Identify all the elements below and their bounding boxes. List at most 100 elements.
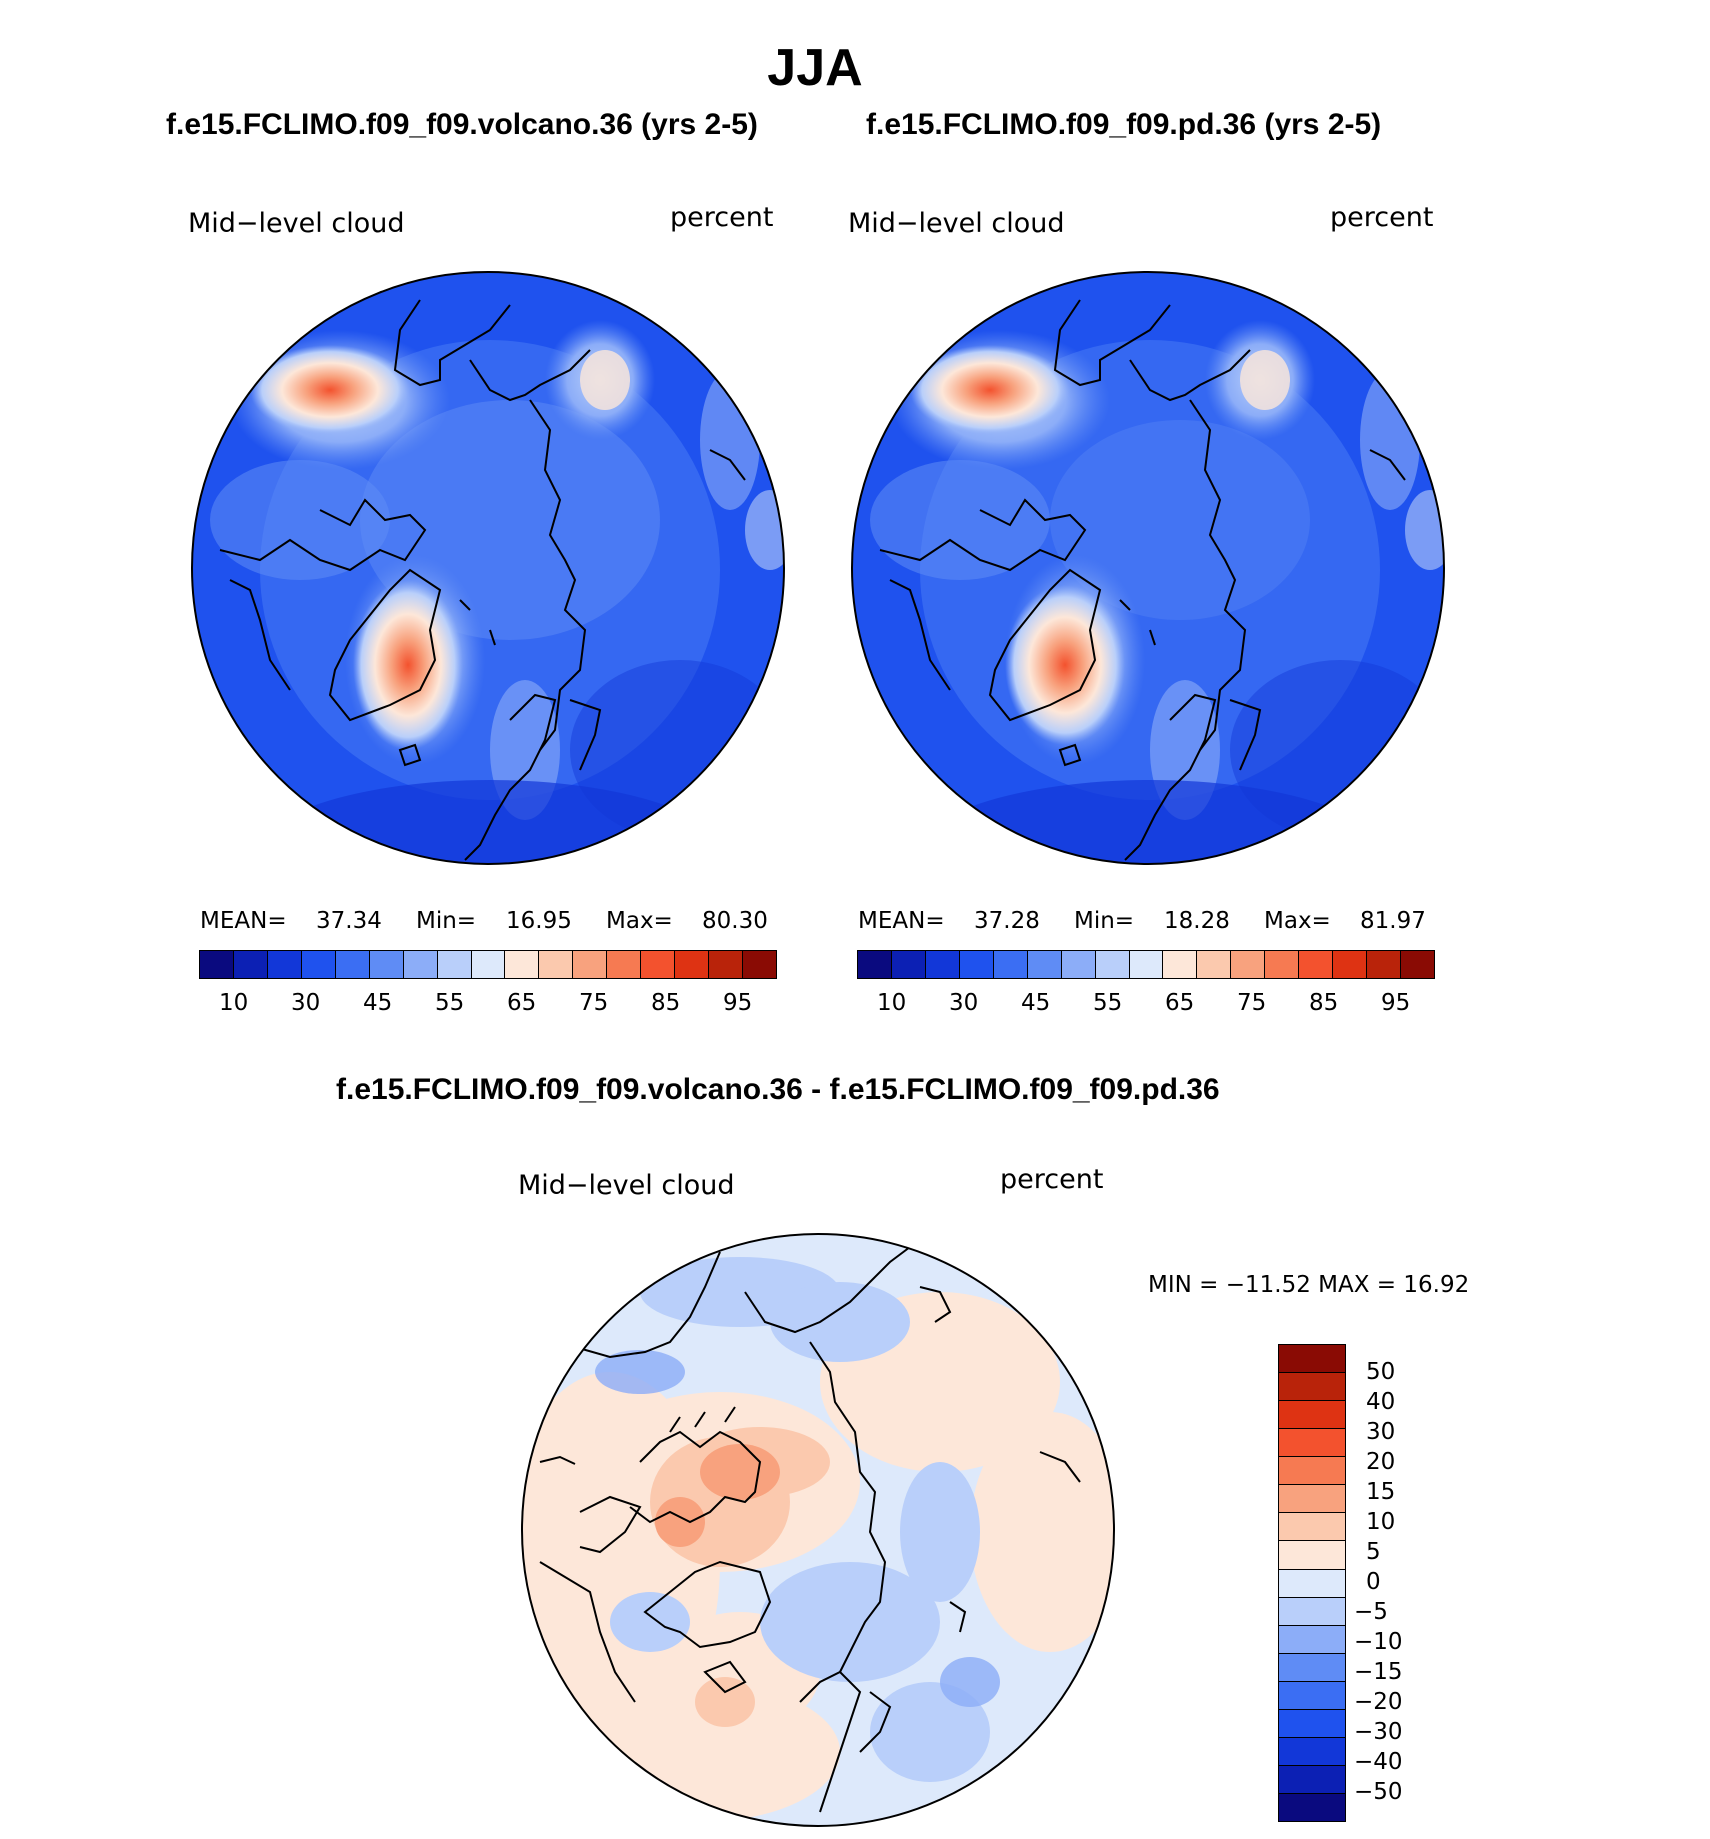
colorbar-tick: 0 (1366, 1569, 1381, 1595)
colorbar-swatch (1279, 1345, 1345, 1374)
colorbar-tick: 15 (1366, 1479, 1396, 1505)
pd-min-label: Min= (1074, 908, 1135, 934)
colorbar-swatch (743, 951, 776, 978)
volcano-min-value: 16.95 (506, 908, 572, 934)
colorbar-tick: −40 (1354, 1749, 1403, 1775)
colorbar-tick: 75 (579, 990, 609, 1016)
colorbar-swatch (471, 951, 506, 978)
colorbar-swatch (1231, 951, 1266, 978)
colorbar-swatch (505, 951, 540, 978)
colorbar-tick: 65 (1165, 990, 1195, 1016)
colorbar-tick: 55 (435, 990, 465, 1016)
colorbar-swatch (1279, 1681, 1345, 1710)
colorbar-tick: −20 (1354, 1689, 1403, 1715)
diff-units-label: percent (1000, 1164, 1104, 1195)
colorbar-swatch (1279, 1569, 1345, 1598)
colorbar-swatch (1279, 1625, 1345, 1654)
colorbar-swatch (403, 951, 438, 978)
colorbar-swatch (1279, 1457, 1345, 1486)
colorbar-tick: 65 (507, 990, 537, 1016)
volcano-min-label: Min= (416, 908, 477, 934)
diff-polar-map (521, 1233, 1115, 1827)
colorbar-tick: 85 (1309, 990, 1339, 1016)
colorbar-tick: 30 (291, 990, 321, 1016)
colorbar-swatch (675, 951, 710, 978)
colorbar-tick: 10 (1366, 1509, 1396, 1535)
colorbar-swatch (301, 951, 336, 978)
diff-colorbar (1278, 1344, 1346, 1822)
pd-case-title: f.e15.FCLIMO.f09_f09.pd.36 (yrs 2-5) (866, 108, 1382, 141)
pd-colorbar (857, 950, 1435, 979)
diff-case-title: f.e15.FCLIMO.f09_f09.volcano.36 - f.e15.… (336, 1073, 1220, 1106)
colorbar-swatch (641, 951, 676, 978)
colorbar-swatch (993, 951, 1028, 978)
colorbar-swatch (1367, 951, 1401, 978)
colorbar-tick: −5 (1354, 1599, 1388, 1625)
volcano-mean-value: 37.34 (316, 908, 382, 934)
pd-mean-value: 37.28 (974, 908, 1040, 934)
colorbar-tick: 45 (1021, 990, 1051, 1016)
volcano-colorbar-ticks: 10 30 45 55 65 75 85 95 (199, 990, 777, 1020)
colorbar-swatch (1279, 1737, 1345, 1766)
pd-max-value: 81.97 (1360, 908, 1426, 934)
colorbar-swatch (1279, 1541, 1345, 1570)
pd-min-value: 18.28 (1164, 908, 1230, 934)
colorbar-tick: 95 (723, 990, 753, 1016)
colorbar-tick: 40 (1366, 1389, 1396, 1415)
colorbar-swatch (539, 951, 574, 978)
colorbar-swatch (437, 951, 472, 978)
colorbar-swatch (1279, 1513, 1345, 1542)
colorbar-swatch (607, 951, 642, 978)
colorbar-swatch (200, 951, 234, 978)
colorbar-tick: −15 (1354, 1659, 1403, 1685)
pd-mean-label: MEAN= (858, 908, 945, 934)
colorbar-tick: 30 (949, 990, 979, 1016)
colorbar-swatch (1163, 951, 1198, 978)
colorbar-tick: −30 (1354, 1719, 1403, 1745)
colorbar-swatch (1197, 951, 1232, 978)
volcano-max-value: 80.30 (702, 908, 768, 934)
colorbar-tick: 45 (363, 990, 393, 1016)
colorbar-swatch (1401, 951, 1434, 978)
colorbar-swatch (233, 951, 268, 978)
colorbar-swatch (709, 951, 743, 978)
colorbar-swatch (573, 951, 608, 978)
colorbar-tick: 10 (877, 990, 907, 1016)
colorbar-swatch (959, 951, 994, 978)
colorbar-swatch (1299, 951, 1334, 978)
colorbar-swatch (1279, 1653, 1345, 1682)
volcano-max-label: Max= (606, 908, 673, 934)
volcano-variable-label: Mid−level cloud (188, 208, 405, 239)
colorbar-tick: −50 (1354, 1779, 1403, 1805)
colorbar-swatch (1279, 1429, 1345, 1458)
pd-polar-map (851, 271, 1445, 865)
colorbar-tick: 85 (651, 990, 681, 1016)
colorbar-swatch (1333, 951, 1368, 978)
colorbar-swatch (858, 951, 892, 978)
pd-max-label: Max= (1264, 908, 1331, 934)
colorbar-tick: 5 (1366, 1539, 1381, 1565)
colorbar-swatch (267, 951, 302, 978)
diff-colorbar-ticks: 50 40 30 20 15 10 5 0 −5 −10 −15 −20 −30… (1354, 1344, 1474, 1822)
colorbar-swatch (1129, 951, 1164, 978)
colorbar-tick: 20 (1366, 1449, 1396, 1475)
colorbar-swatch (1279, 1373, 1345, 1402)
volcano-mean-label: MEAN= (200, 908, 287, 934)
colorbar-swatch (1027, 951, 1062, 978)
diff-minmax-text: MIN = −11.52 MAX = 16.92 (1148, 1272, 1470, 1298)
colorbar-tick: 50 (1366, 1359, 1396, 1385)
pd-variable-label: Mid−level cloud (848, 208, 1065, 239)
colorbar-tick: 30 (1366, 1419, 1396, 1445)
colorbar-swatch (1265, 951, 1300, 978)
colorbar-swatch (369, 951, 404, 978)
volcano-colorbar (199, 950, 777, 979)
colorbar-swatch (1279, 1485, 1345, 1514)
colorbar-swatch (1279, 1597, 1345, 1626)
pd-units-label: percent (1330, 202, 1434, 233)
colorbar-swatch (1061, 951, 1096, 978)
pd-colorbar-ticks: 10 30 45 55 65 75 85 95 (857, 990, 1435, 1020)
colorbar-swatch (1279, 1709, 1345, 1738)
colorbar-swatch (335, 951, 370, 978)
colorbar-tick: 10 (219, 990, 249, 1016)
colorbar-tick: 75 (1237, 990, 1267, 1016)
